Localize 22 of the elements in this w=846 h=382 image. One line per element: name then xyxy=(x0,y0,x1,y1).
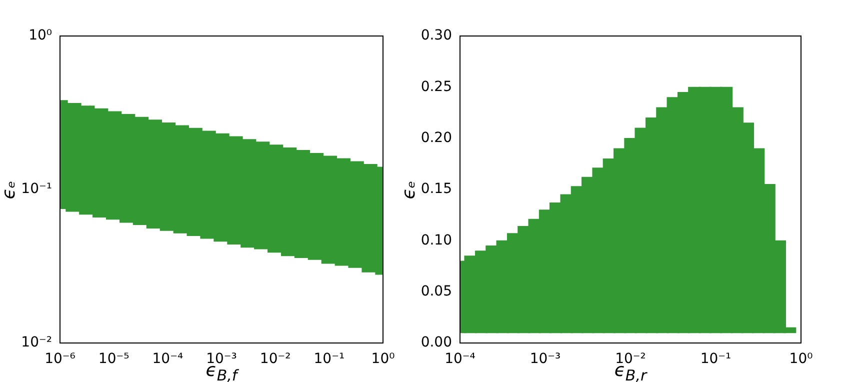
y-axis-title: ϵₑ xyxy=(398,180,420,200)
y-tick-label: 10⁻² xyxy=(21,334,52,351)
x-tick-label: 10⁻¹ xyxy=(700,351,732,368)
y-axis-title: ϵₑ xyxy=(0,180,20,200)
y-tick-label: 10⁻¹ xyxy=(21,181,52,198)
x-tick-label: 10⁻⁵ xyxy=(98,351,130,368)
y-tick-label: 0.15 xyxy=(420,181,452,198)
x-tick-label: 10⁻⁴ xyxy=(152,351,184,368)
y-tick-label: 0.25 xyxy=(420,78,452,95)
x-tick-label: 10⁰ xyxy=(789,351,814,368)
y-tick-label: 0.10 xyxy=(420,232,452,248)
y-tick-label: 0.05 xyxy=(420,283,452,300)
x-tick-label: 10⁻³ xyxy=(530,351,561,368)
x-tick-label: 10⁻⁶ xyxy=(44,351,76,368)
y-tick-label: 10⁰ xyxy=(28,28,52,44)
x-tick-label: 10⁰ xyxy=(371,351,396,368)
x-tick-label: 10⁻⁴ xyxy=(444,351,476,368)
y-tick-label: 0.20 xyxy=(420,130,452,146)
x-tick-label: 10⁻¹ xyxy=(314,351,345,368)
y-tick-label: 0.30 xyxy=(420,28,452,44)
x-tick-label: 10⁻² xyxy=(260,351,291,368)
y-tick-label: 0.00 xyxy=(420,334,452,351)
